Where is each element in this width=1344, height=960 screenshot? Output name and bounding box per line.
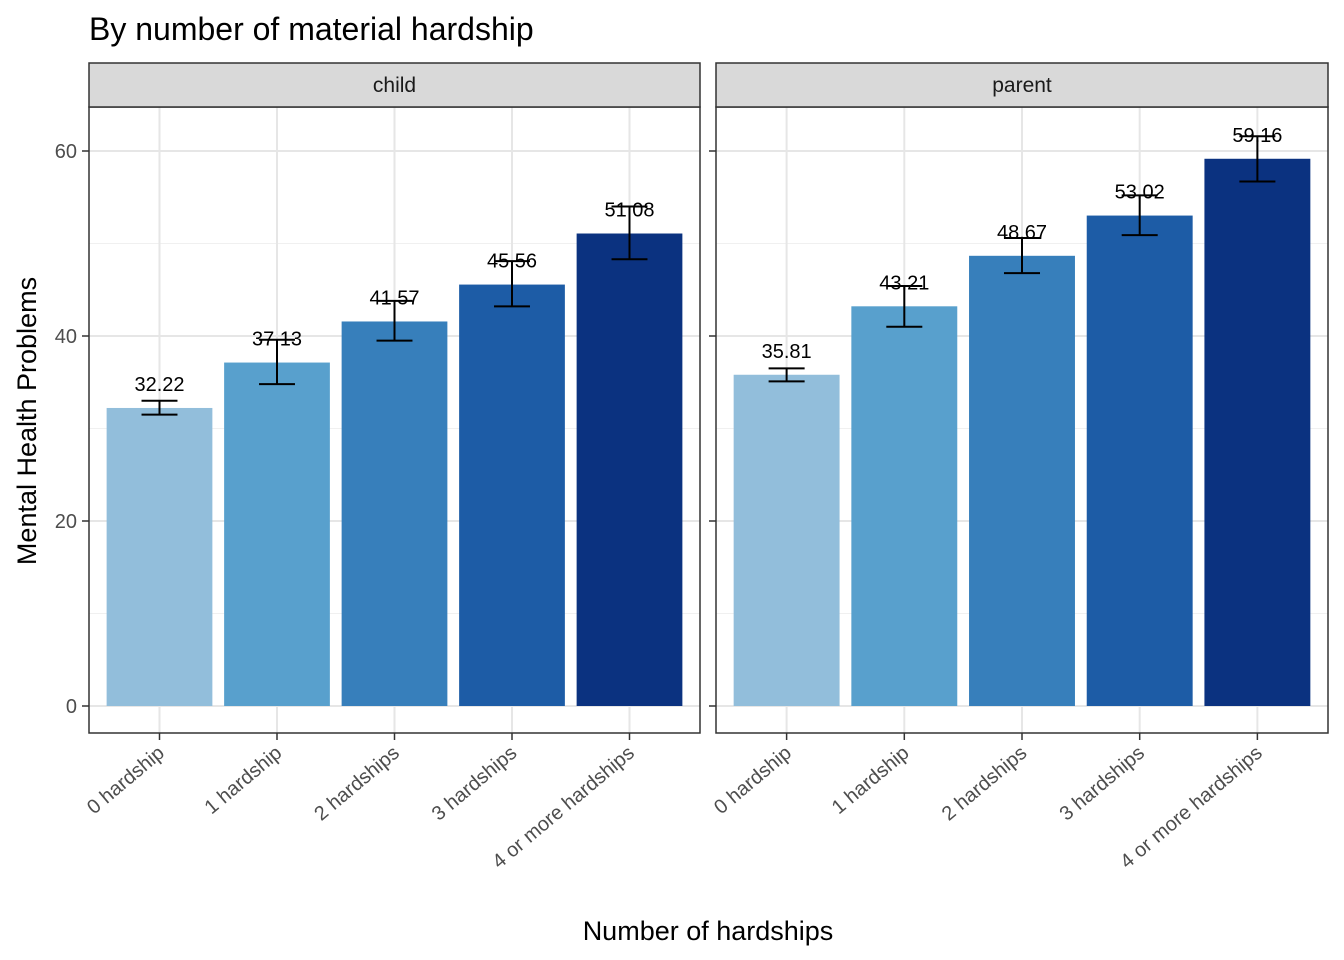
facet-strip-label: parent — [992, 74, 1052, 97]
panel-child: 32.22 37.13 41.57 45.56 51.08 child 0 hardship… — [55, 62, 701, 873]
chart-title: By number of material hardship — [89, 11, 534, 47]
error-bar-parent-3 — [1121, 194, 1158, 237]
data-label-parent-4: 59.16 — [1232, 125, 1282, 147]
x-tick-label: 3 hardships — [1056, 742, 1149, 825]
bar-parent-0 — [733, 374, 840, 706]
data-label-child-2: 41.57 — [369, 287, 419, 309]
error-bar-child-1 — [259, 338, 295, 386]
error-bar-parent-2 — [1003, 236, 1041, 275]
error-bar-child-3 — [494, 260, 530, 308]
data-label-parent-3: 53.02 — [1115, 182, 1165, 204]
data-label-parent-1: 43.21 — [879, 272, 929, 294]
bar-child-4 — [576, 233, 683, 706]
x-tick-label: 0 hardship — [83, 742, 169, 819]
y-tick-label: 0 — [66, 696, 77, 718]
facet-strip — [715, 62, 1329, 108]
y-tick-label: 60 — [55, 141, 77, 163]
bar-child-2 — [341, 321, 448, 706]
facet-strip-label: child — [373, 74, 416, 97]
bar-child-3 — [459, 284, 565, 706]
x-tick-label: 0 hardship — [710, 742, 796, 819]
error-bar-child-4 — [611, 205, 648, 261]
bar-parent-2 — [969, 255, 1075, 707]
error-bar-child-0 — [141, 399, 178, 416]
data-label-child-1: 37.13 — [252, 329, 302, 351]
y-tick-label: 20 — [55, 511, 77, 533]
data-label-child-0: 32.22 — [134, 374, 184, 396]
error-bar-parent-1 — [886, 285, 923, 328]
bar-child-1 — [224, 362, 330, 706]
data-label-child-4: 51.08 — [604, 200, 654, 222]
error-bar-parent-4 — [1239, 135, 1276, 183]
data-label-parent-2: 48.67 — [997, 222, 1047, 244]
error-bar-child-2 — [376, 299, 413, 342]
data-label-child-3: 45.56 — [487, 251, 537, 273]
y-axis-title: Mental Health Problems — [12, 277, 42, 565]
bar-parent-3 — [1086, 215, 1193, 706]
x-tick-label: 3 hardships — [428, 742, 521, 825]
data-label-parent-0: 35.81 — [762, 341, 812, 363]
bar-parent-4 — [1204, 158, 1311, 706]
x-tick-label: 1 hardship — [828, 742, 914, 819]
x-tick-label: 2 hardships — [938, 742, 1031, 825]
x-tick-label: 2 hardships — [310, 742, 403, 825]
error-bar-parent-0 — [768, 367, 805, 383]
x-axis-title: Number of hardships — [583, 916, 834, 946]
panel-parent: 35.81 43.21 48.67 53.02 59.16 parent 0 hardshi… — [709, 62, 1329, 873]
facet-strip — [88, 62, 701, 108]
y-tick-label: 40 — [55, 326, 77, 348]
bar-parent-1 — [851, 306, 958, 706]
bar-child-0 — [106, 407, 213, 706]
x-tick-label: 1 hardship — [201, 742, 287, 819]
